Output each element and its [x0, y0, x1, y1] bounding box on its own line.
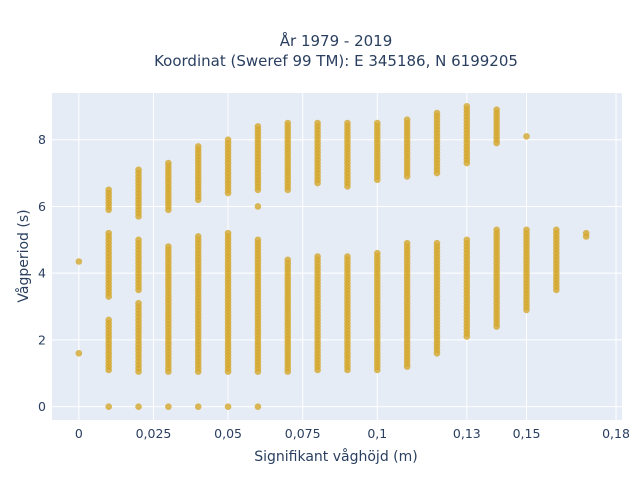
x-axis-label: Signifikant våghöjd (m) — [254, 448, 417, 465]
data-point — [373, 249, 381, 257]
data-point — [314, 253, 321, 260]
data-point — [433, 239, 441, 247]
data-point — [344, 253, 351, 260]
data-point — [135, 236, 142, 244]
x-tick-labels: 0 0,025 0,05 0,075 0,1 0,13 0,15 0,18 — [75, 426, 630, 441]
data-point — [165, 403, 172, 410]
data-point — [254, 403, 262, 410]
data-point — [463, 103, 471, 110]
data-point — [165, 243, 172, 250]
data-point — [75, 258, 83, 265]
x-tick-label: 0,18 — [602, 426, 630, 441]
data-point — [582, 229, 590, 237]
chart-title: År 1979 - 2019 — [280, 31, 393, 50]
data-point — [224, 403, 232, 410]
data-point — [75, 349, 83, 357]
data-point — [523, 226, 530, 234]
x-tick-label: 0,13 — [453, 426, 481, 441]
data-point — [344, 119, 351, 127]
data-point — [403, 239, 411, 247]
data-point — [105, 229, 113, 237]
data-point — [194, 143, 202, 150]
data-point — [105, 316, 113, 324]
data-point — [433, 109, 441, 117]
data-point — [314, 119, 321, 127]
data-point — [105, 403, 113, 410]
data-point — [105, 186, 113, 194]
data-point — [224, 136, 232, 144]
x-tick-label: 0,15 — [513, 426, 541, 441]
data-point — [135, 403, 142, 410]
data-point — [194, 403, 202, 410]
y-tick-label: 2 — [38, 332, 46, 347]
data-point — [463, 236, 471, 244]
data-point — [254, 236, 262, 244]
data-point — [194, 233, 202, 240]
chart-subtitle: Koordinat (Sweref 99 TM): E 345186, N 61… — [154, 52, 518, 70]
y-tick-labels: 0 2 4 6 8 — [38, 132, 46, 414]
data-point — [284, 119, 292, 127]
data-point — [165, 159, 172, 167]
data-point — [373, 119, 381, 127]
data-point — [135, 299, 142, 307]
data-point — [523, 133, 530, 140]
data-point — [224, 229, 232, 237]
data-point — [165, 283, 172, 290]
x-tick-label: 0,075 — [285, 426, 321, 441]
y-tick-label: 0 — [38, 399, 46, 414]
data-point — [284, 256, 292, 264]
x-tick-label: 0 — [75, 426, 83, 441]
y-axis-label: Vågperiod (s) — [15, 209, 32, 302]
x-tick-label: 0,05 — [214, 426, 242, 441]
y-tick-label: 8 — [38, 132, 46, 147]
data-point — [493, 106, 500, 113]
x-tick-label: 0,025 — [136, 426, 172, 441]
data-point — [403, 116, 411, 123]
y-tick-label: 4 — [38, 266, 46, 281]
data-point — [553, 226, 560, 234]
data-point — [135, 166, 142, 174]
data-point — [254, 203, 262, 210]
data-point — [254, 123, 262, 130]
data-point — [493, 226, 500, 234]
data-points — [75, 103, 590, 410]
x-tick-label: 0,1 — [367, 426, 387, 441]
y-tick-label: 6 — [38, 199, 46, 214]
